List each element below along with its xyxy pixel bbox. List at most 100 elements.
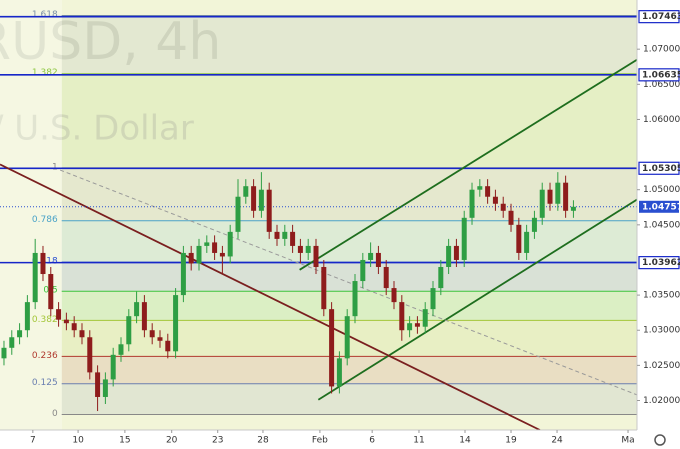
x-tick-label: 14 [459,436,471,446]
candle-body [173,295,179,352]
trend-line [59,169,638,396]
candle-body [24,302,30,331]
candle-body [290,231,296,246]
fib-zone [61,262,637,292]
y-tick-label: 1.07000 [643,45,680,55]
watermark-symbol: RUSD, 4h [0,12,221,72]
candle-body [407,323,413,331]
candle-body [399,302,405,331]
y-tick-label: 1.02500 [643,361,680,371]
fib-zone [61,73,637,168]
candle-body [570,206,576,211]
candle-body [188,252,194,264]
candle-body [180,252,186,296]
candle-body [485,186,491,197]
candle-body [297,245,303,253]
candle-body [313,245,319,267]
fib-label: 0 [52,409,58,419]
candle-body [274,231,280,239]
time-axis [0,430,680,449]
candle-body [157,337,163,341]
x-tick-label: 23 [212,436,223,446]
candle-body [477,186,483,190]
candle-body [329,309,335,387]
level-tag [638,68,680,82]
y-tick-label: 1.05000 [643,185,680,195]
candle-body [56,309,62,320]
candle-body [110,354,116,380]
candle-body [547,189,553,204]
candle-body [204,242,210,246]
level-tag [638,10,680,24]
x-tick-label: 11 [413,436,424,446]
candle-body [9,337,15,348]
x-tick-label: 28 [257,436,269,446]
candle-body [282,231,288,239]
candle-body [149,330,155,338]
fib-label: 0.236 [32,351,58,361]
candle-body [344,316,350,359]
candle-body [305,245,311,253]
candle-body [102,379,108,397]
candle-body [235,196,241,232]
trend-line [0,163,541,431]
candle-body [196,245,202,264]
x-tick-label: 7 [30,436,36,446]
candle-body [71,323,77,331]
level-tag-label: 1.03962 [642,258,680,268]
candle-body [500,203,506,211]
trend-line [299,58,638,271]
x-tick-label: 20 [166,436,178,446]
y-tick-label: 1.03000 [643,326,680,336]
candle-body [87,337,93,373]
x-tick-label: 24 [551,436,563,446]
candle-body [352,281,358,317]
pre-fib-area [0,0,62,430]
candle-body [375,252,381,267]
fib-zone [61,15,637,74]
y-tick-label: 1.06000 [643,115,680,125]
level-tag-label: 1.07463 [642,12,680,22]
candle-body [32,252,38,303]
candle-body [492,196,498,204]
candle-body [524,231,530,253]
x-tick-label: 15 [119,436,130,446]
candle-body [141,302,147,331]
candle-body [48,274,54,310]
x-tick-label: 19 [505,436,517,446]
candle-body [336,358,342,387]
last-price-label: 1.04757 [642,202,680,212]
candle-body [422,309,428,327]
candle-body [227,231,233,257]
candle-body [516,224,522,253]
candle-body [555,182,561,204]
level-tag-label: 1.06635 [642,70,680,80]
fib-zone [61,383,637,415]
y-tick-label: 1.03500 [643,291,680,301]
candle-body [134,302,140,317]
candle-body [321,266,327,310]
candle-body [1,347,7,359]
fib-zone [61,291,637,321]
candle-body [531,217,537,232]
candle-body [430,288,436,310]
candle-body [461,217,467,260]
fib-zone [61,356,637,384]
candle-body [360,259,366,282]
candle-body [40,252,46,275]
trend-line [317,198,638,401]
candle-body [165,340,171,352]
candle-body [79,330,85,338]
x-tick-label: 10 [72,436,84,446]
candle-body [118,344,124,355]
fib-label: 0.125 [32,378,58,388]
candle-body [563,182,569,211]
candle-body [383,266,389,289]
level-tag-label: 1.05305 [642,164,680,174]
candle-body [414,323,420,327]
watermark-name: / U.S. Dollar [0,109,194,149]
candle-body [258,189,264,211]
candle-body [126,316,132,345]
settings-icon[interactable] [654,434,666,446]
candle-body [219,252,225,257]
